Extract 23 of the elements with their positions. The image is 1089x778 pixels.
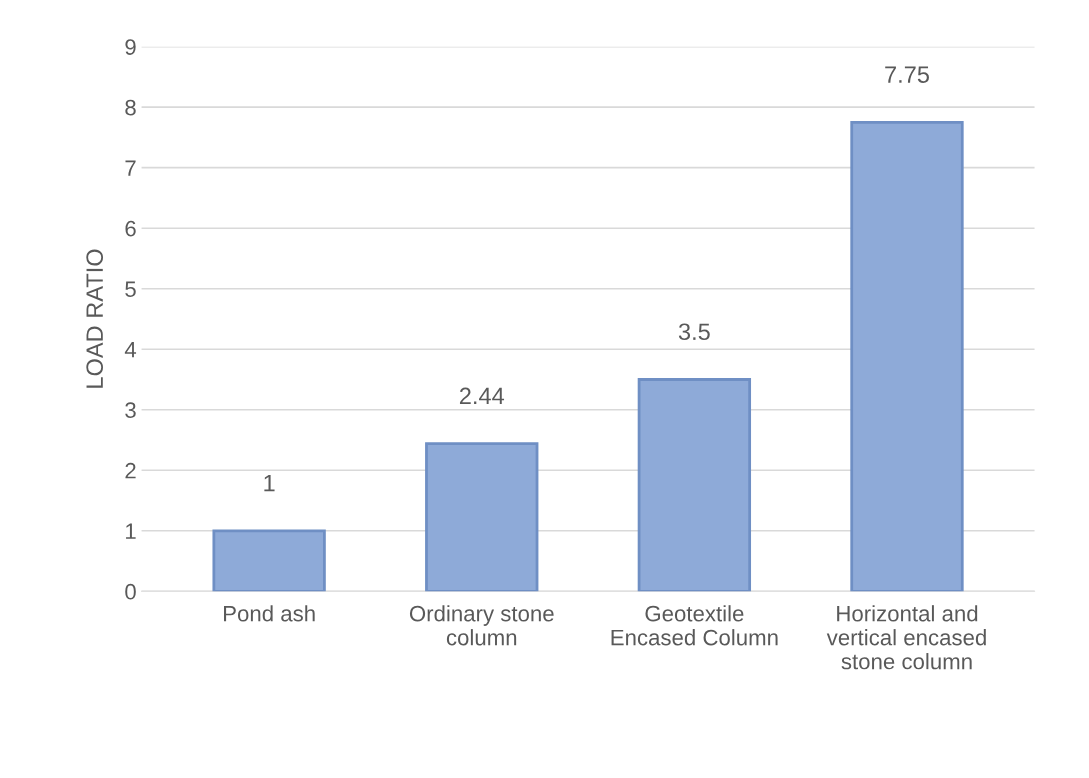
data-label: 3.5 — [678, 323, 710, 341]
y-tick-label: 3 — [125, 402, 136, 419]
bar — [850, 120, 964, 592]
data-label: 2.44 — [459, 387, 505, 405]
y-tick-label: 5 — [125, 281, 136, 297]
data-label: 1 — [264, 474, 275, 492]
x-tick-label: Geotextile Encased Column — [611, 605, 778, 646]
y-tick-label: 0 — [125, 583, 136, 600]
y-tick-label: 7 — [125, 160, 136, 176]
x-tick-label: Pond ash — [224, 605, 315, 622]
data-label: 7.75 — [885, 66, 929, 83]
bar — [637, 378, 752, 592]
y-tick-label: 2 — [125, 462, 136, 479]
y-tick-label: 4 — [124, 342, 137, 358]
bar — [212, 529, 326, 592]
y-axis-title: LOAD RATIO — [86, 249, 104, 388]
x-tick-label: Horizontal and vertical encased stone column — [826, 605, 986, 670]
y-tick-label: 6 — [125, 220, 136, 237]
x-tick-label: Ordinary stone column — [409, 605, 554, 646]
y-tick-label: 1 — [126, 523, 136, 539]
y-tick-label: 8 — [125, 99, 136, 116]
bar — [425, 442, 539, 592]
y-tick-label: 9 — [125, 39, 136, 55]
